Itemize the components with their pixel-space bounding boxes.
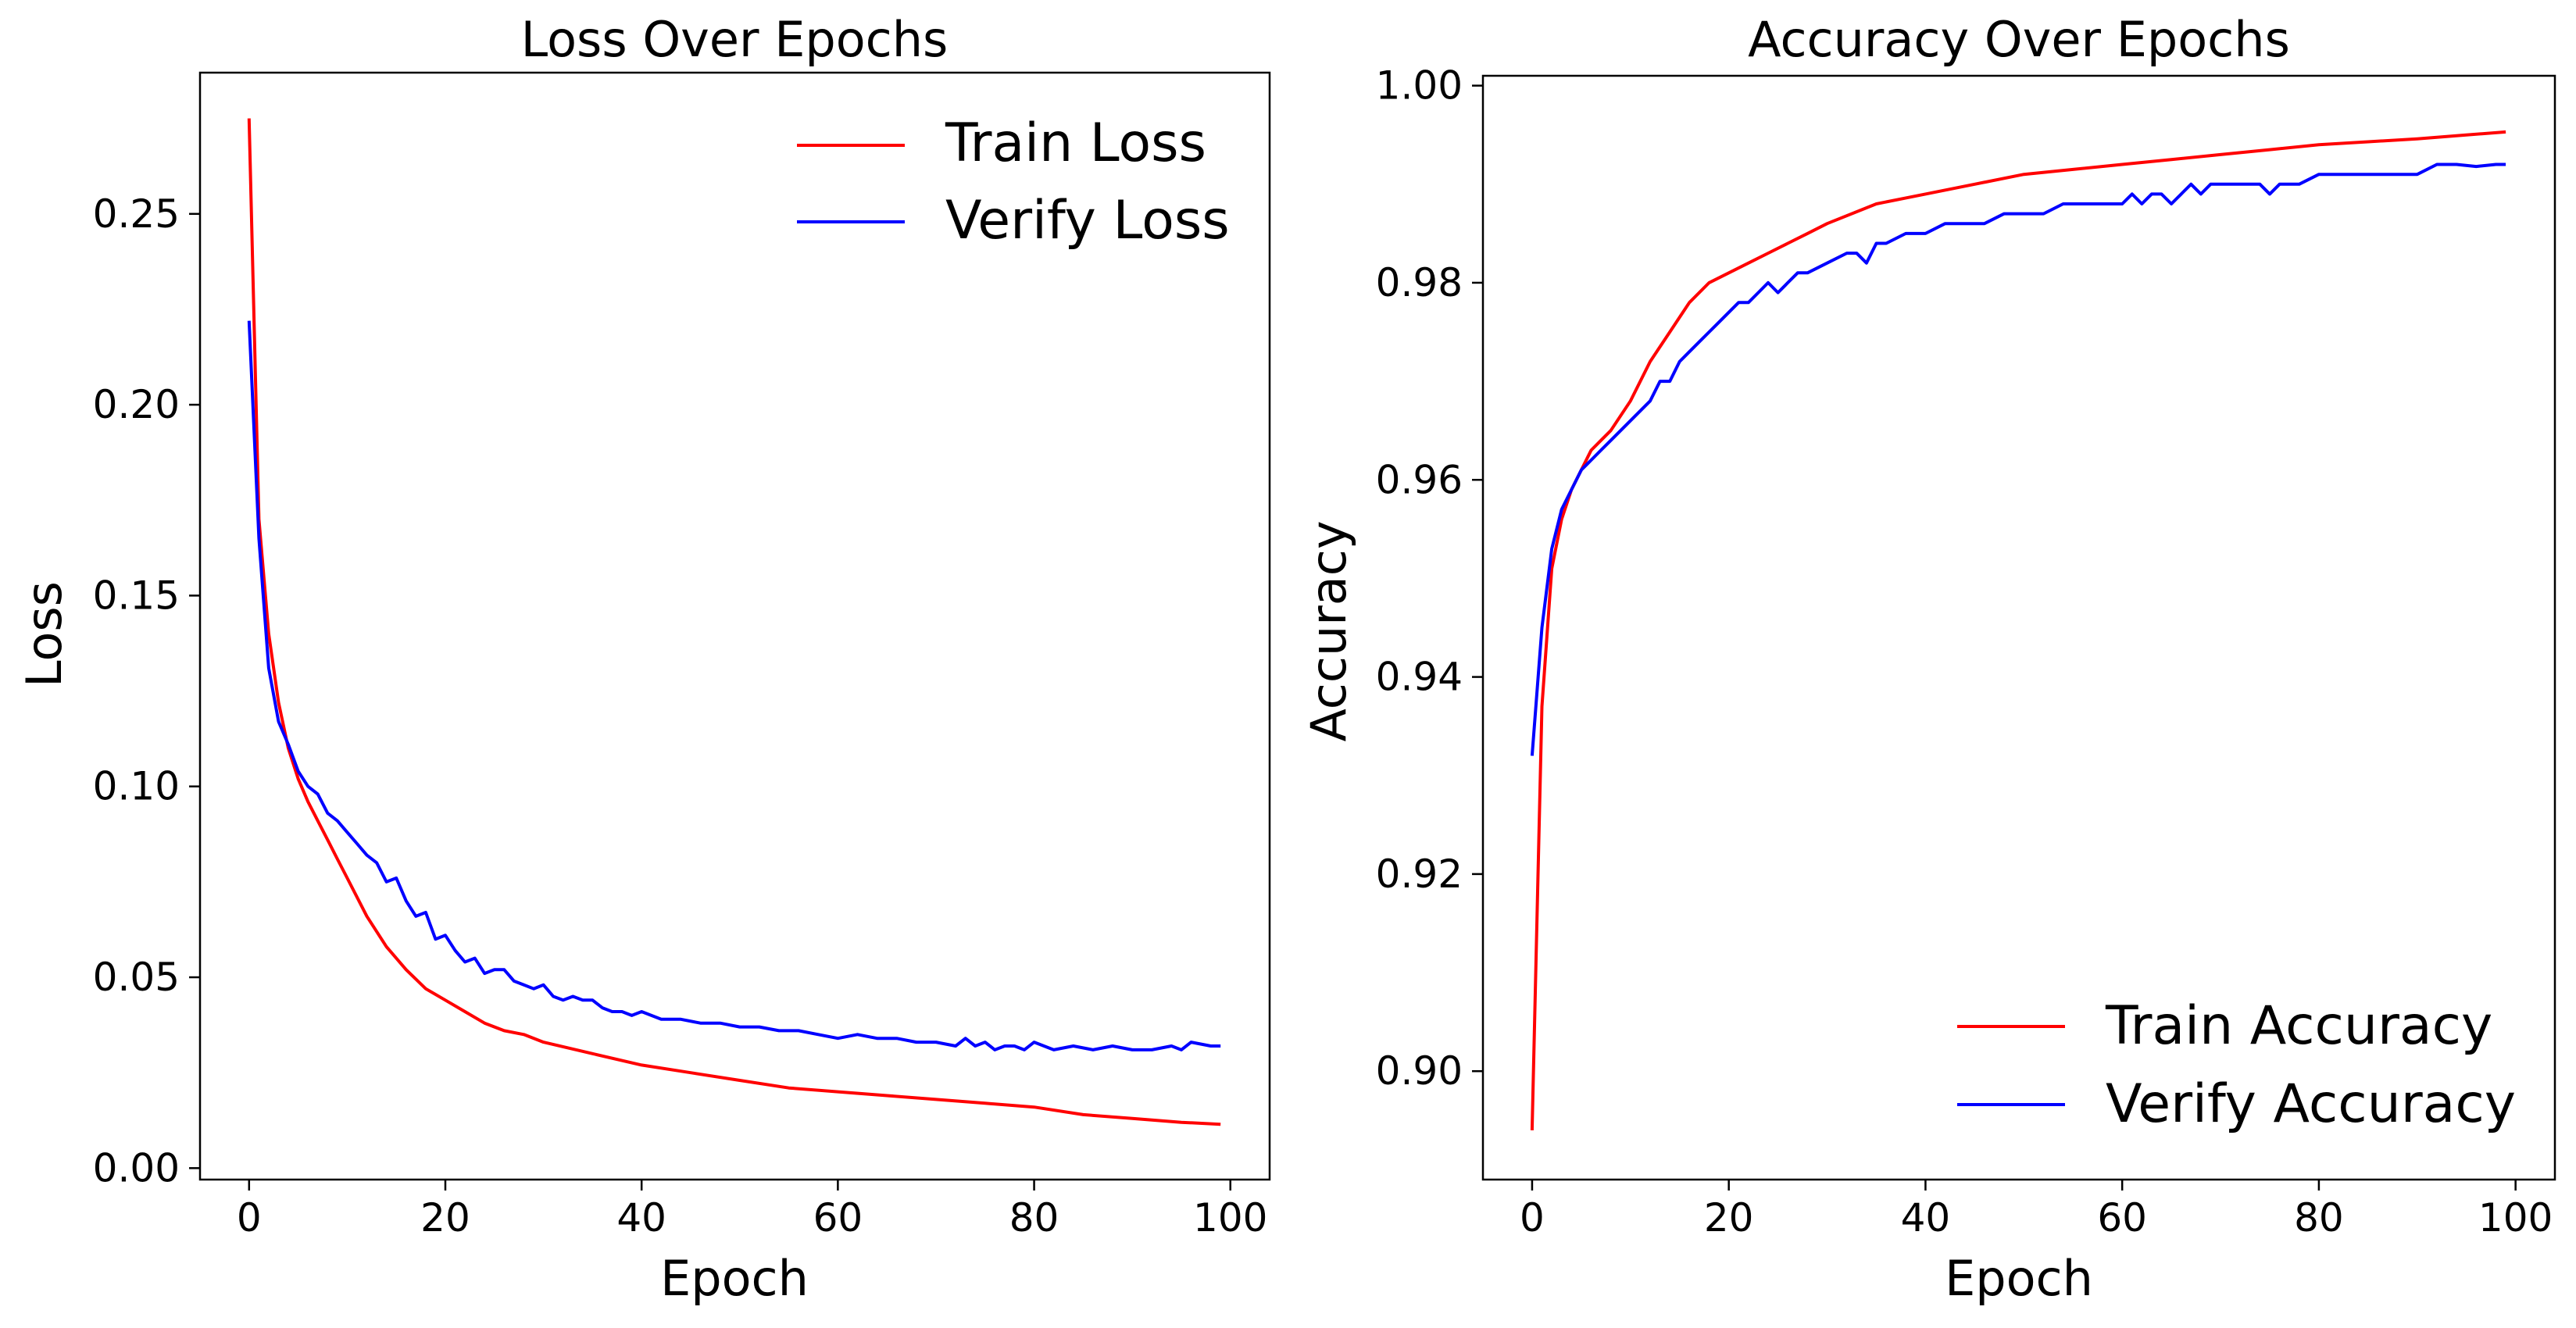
accuracy-y-axis-label: Accuracy [1300,520,1357,741]
loss-x-tick-label: 80 [1009,1195,1059,1241]
loss-chart-title: Loss Over Epochs [521,11,949,68]
loss-x-tick-label: 0 [237,1195,262,1241]
accuracy-y-tick-label: 1.00 [1376,63,1463,109]
loss-plot-frame [198,71,1271,1181]
accuracy-y-tick-label: 0.94 [1376,655,1463,700]
accuracy-plot-frame [1481,74,2556,1181]
accuracy-y-tick-label: 0.98 [1376,260,1463,305]
loss-x-tick-label: 40 [616,1195,666,1241]
accuracy-lines [1530,130,2506,1130]
loss-x-tick-label: 100 [1193,1195,1267,1241]
loss-ticks: 0 20 40 60 80 100 0.00 0.05 0.10 0.15 0.20 0.25 [93,191,1268,1241]
accuracy-x-tick-label: 100 [2478,1195,2553,1241]
accuracy-chart: Accuracy Over Epochs Accuracy Epoch 0 20 4… [1300,11,2556,1307]
accuracy-x-tick-label: 60 [2097,1195,2147,1241]
accuracy-y-tick-label: 0.90 [1376,1048,1463,1094]
loss-y-tick-label: 0.15 [93,573,180,618]
loss-chart: Loss Over Epochs Loss Epoch 0 20 40 60 80 100… [16,11,1271,1307]
loss-lines [247,118,1221,1126]
accuracy-x-axis-label: Epoch [1945,1250,2093,1307]
loss-y-tick-label: 0.10 [93,764,180,809]
accuracy-x-tick-label: 80 [2294,1195,2344,1241]
accuracy-y-tick-label: 0.96 [1376,457,1463,502]
loss-x-tick-label: 60 [813,1195,863,1241]
legend-label-verify-loss: Verify Loss [945,190,1230,252]
accuracy-x-tick-label: 0 [1520,1195,1545,1241]
loss-legend: Train Loss Verify Loss [797,112,1230,252]
loss-y-tick-label: 0.20 [93,382,180,427]
accuracy-y-tick-label: 0.92 [1376,851,1463,897]
accuracy-legend: Train Accuracy Verify Accuracy [1957,995,2516,1135]
loss-y-axis-label: Loss [16,581,73,687]
accuracy-series-verify-accuracy [1530,162,2506,756]
loss-y-tick-label: 0.00 [93,1145,180,1191]
accuracy-series-train-accuracy [1530,130,2506,1130]
loss-x-tick-label: 20 [420,1195,470,1241]
loss-y-tick-label: 0.25 [93,191,180,237]
legend-label-train-loss: Train Loss [945,112,1206,174]
loss-y-tick-label: 0.05 [93,955,180,1000]
loss-series-train-loss [247,118,1221,1126]
loss-series-verify-loss [247,320,1221,1051]
accuracy-x-tick-label: 20 [1704,1195,1754,1241]
loss-x-axis-label: Epoch [660,1250,809,1307]
accuracy-ticks: 0 20 40 60 80 100 0.90 0.92 0.94 0.96 0.98 1.00 [1376,63,2553,1241]
legend-label-train-accuracy: Train Accuracy [2105,995,2492,1057]
accuracy-chart-title: Accuracy Over Epochs [1748,11,2290,68]
accuracy-x-tick-label: 40 [1901,1195,1951,1241]
legend-label-verify-accuracy: Verify Accuracy [2106,1073,2516,1135]
